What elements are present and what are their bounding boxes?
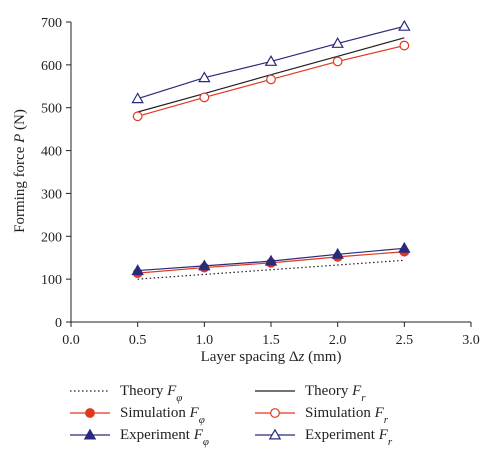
- y-tick-label: 600: [41, 59, 62, 74]
- x-tick-label: 2.5: [396, 333, 414, 348]
- legend-swatch-marker: [85, 408, 95, 418]
- y-axis-title-prefix: Forming force: [12, 143, 28, 233]
- legend-entry: Simulation Fφ: [70, 405, 205, 426]
- legend-label-symbol: F: [189, 405, 200, 421]
- x-tick-label: 1.0: [196, 333, 214, 348]
- series-0: [137, 259, 405, 280]
- legend-entry: Theory Fφ: [70, 383, 182, 404]
- legend-swatch-marker: [83, 428, 97, 440]
- legend-label-subscript: φ: [203, 436, 209, 448]
- legend-label-prefix: Simulation: [120, 405, 190, 421]
- y-axis-title: Forming force P (N): [12, 109, 28, 233]
- data-point: [331, 37, 344, 48]
- legend-label-subscript: φ: [199, 414, 205, 426]
- legend-swatch-marker: [268, 428, 282, 440]
- legend-label: Theory Fr: [305, 383, 366, 404]
- x-tick-label: 0.5: [129, 333, 147, 348]
- x-tick-label: 1.5: [262, 333, 280, 348]
- legend-label-subscript: r: [384, 414, 389, 426]
- legend-label-symbol: F: [374, 405, 385, 421]
- x-tick-label: 0.0: [62, 333, 80, 348]
- y-axis-title-suffix: (N): [12, 109, 28, 134]
- data-point: [198, 71, 211, 83]
- data-point: [131, 264, 144, 276]
- legend-label-symbol: F: [166, 383, 177, 399]
- legend-label-prefix: Experiment: [305, 427, 379, 443]
- x-tick-label: 2.0: [329, 333, 347, 348]
- y-axis-title-var: P: [12, 134, 28, 144]
- legend-label-symbol: F: [193, 427, 204, 443]
- y-tick-label: 400: [41, 145, 62, 160]
- legend-label-symbol: F: [378, 427, 389, 443]
- series-5: [131, 19, 411, 104]
- y-tick-label: 0: [55, 316, 62, 331]
- legend-label: Experiment Fr: [305, 427, 393, 448]
- data-point: [332, 56, 343, 67]
- data-point: [398, 241, 411, 253]
- x-tick-label: 3.0: [462, 333, 480, 348]
- legend-label-subscript: r: [361, 392, 366, 404]
- legend-label: Experiment Fφ: [120, 427, 209, 448]
- y-tick-label: 200: [41, 230, 62, 245]
- legend-label: Simulation Fφ: [120, 405, 205, 426]
- data-point: [264, 254, 278, 266]
- legend-label-prefix: Experiment: [120, 427, 194, 443]
- data-point: [266, 74, 276, 85]
- legend-entry: Experiment Fφ: [70, 427, 209, 448]
- y-tick-label: 100: [41, 273, 62, 288]
- data-point: [199, 92, 210, 103]
- x-axis-title: Layer spacing Δz (mm): [201, 349, 342, 365]
- series-4: [132, 40, 410, 122]
- x-axis-title-var: z: [298, 349, 305, 365]
- data-point: [331, 247, 344, 259]
- x-axis-title-prefix: Layer spacing Δ: [201, 349, 299, 365]
- legend-entry: Simulation Fr: [255, 405, 389, 426]
- y-tick-label: 700: [41, 16, 62, 31]
- legend-label-subscript: r: [388, 436, 393, 448]
- legend-label-symbol: F: [351, 383, 362, 399]
- legend-label: Theory Fφ: [120, 383, 182, 404]
- data-point: [264, 55, 278, 66]
- data-point: [132, 111, 143, 122]
- legend-label-prefix: Theory: [120, 383, 167, 399]
- legend-entry: Theory Fr: [255, 383, 366, 404]
- data-point: [398, 19, 411, 31]
- axes-layer: 0.0 0.5 1.0 1.5 2.0 2.5 3.0 0 100 200 300 400 500 600…: [41, 16, 480, 348]
- legend-entry: Experiment Fr: [255, 427, 393, 448]
- y-tick-label: 300: [41, 187, 62, 202]
- data-point: [399, 40, 410, 51]
- legend-label-subscript: φ: [176, 392, 182, 404]
- data-point: [131, 92, 144, 104]
- series-2: [131, 241, 411, 276]
- series-layer: [131, 19, 411, 280]
- data-point: [198, 259, 211, 271]
- legend-swatch-marker: [270, 408, 280, 418]
- legend-label-prefix: Theory: [305, 383, 352, 399]
- legend-label: Simulation Fr: [305, 405, 389, 426]
- y-tick-label: 500: [41, 102, 62, 117]
- legend-label-prefix: Simulation: [305, 405, 375, 421]
- series-line: [137, 259, 405, 280]
- x-axis-title-suffix: (mm): [304, 349, 341, 365]
